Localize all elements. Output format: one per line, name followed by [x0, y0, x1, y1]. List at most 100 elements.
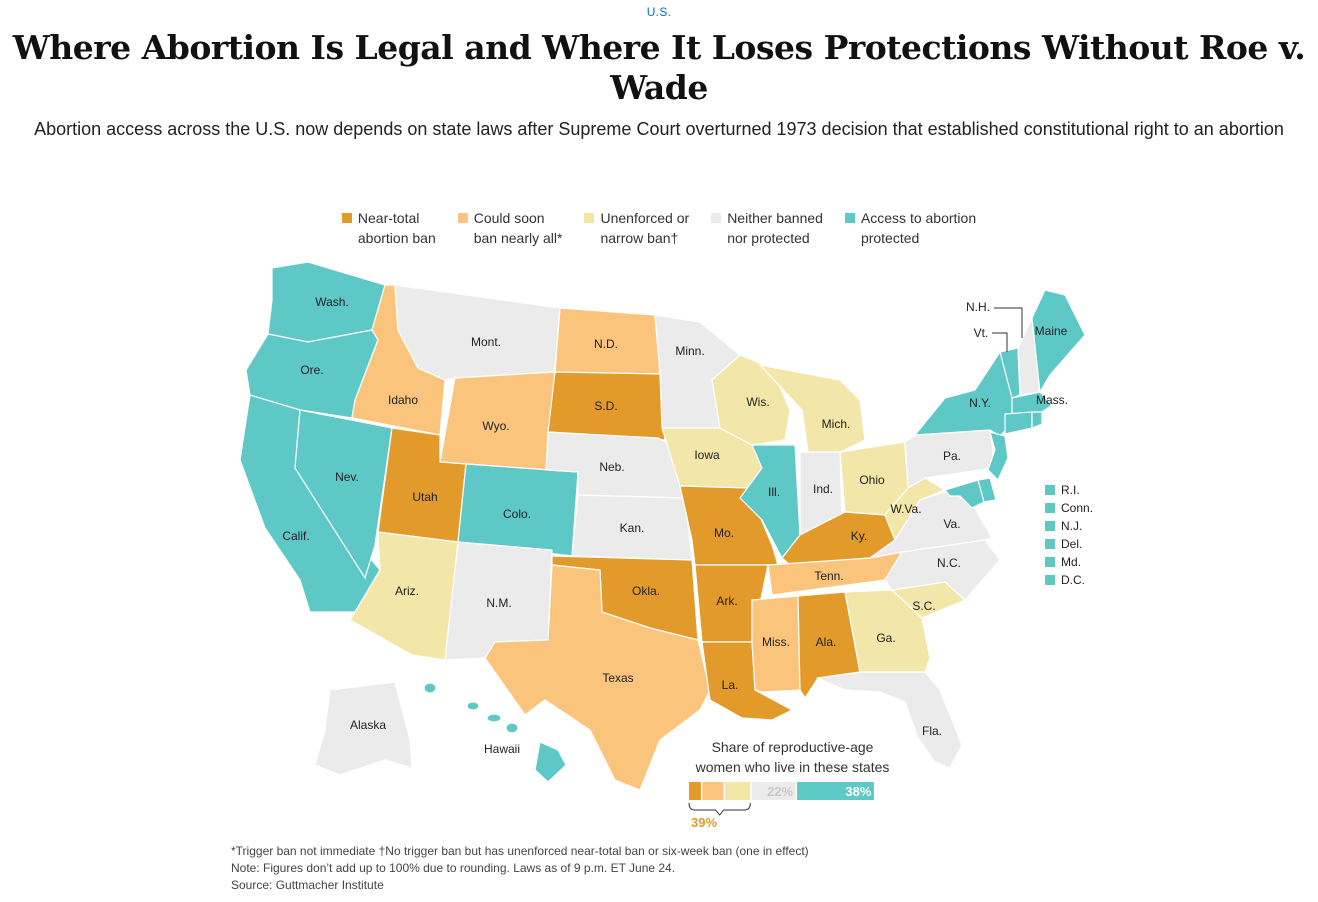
label-nh: N.H. [966, 300, 990, 314]
label-ore: Ore. [300, 363, 323, 377]
share-bracket [688, 802, 751, 816]
state-alaska[interactable] [314, 681, 413, 776]
small-key-label: Conn. [1061, 501, 1094, 515]
small-key-item: D.C. [1045, 571, 1093, 589]
state-texas[interactable] [484, 564, 711, 791]
legend-item-unenforced-narrow: Unenforced or narrow ban† [584, 208, 689, 248]
legend-swatch [584, 213, 595, 223]
share-group-label: 39% [691, 815, 717, 830]
label-wash: Wash. [315, 295, 349, 309]
legend-item-could-soon-ban: Could soon ban nearly all* [457, 208, 562, 248]
legend-swatch [844, 213, 855, 223]
label-ky: Ky. [851, 529, 867, 543]
share-segment-could-soon [702, 782, 724, 800]
label-tenn: Tenn. [814, 569, 843, 583]
label-nc: N.C. [937, 556, 961, 570]
state-sd[interactable] [547, 371, 666, 441]
label-hawaii: Hawaii [484, 742, 520, 756]
label-miss: Miss. [762, 635, 790, 649]
state-va[interactable] [869, 489, 993, 559]
label-calif: Calif. [282, 529, 309, 543]
share-segment-unenforced [725, 782, 751, 800]
label-ill: Ill. [768, 485, 780, 499]
label-sc: S.C. [912, 599, 935, 613]
small-key-label: Md. [1061, 555, 1082, 569]
leader-nh [994, 307, 1023, 338]
label-utah: Utah [412, 490, 437, 504]
share-title: Share of reproductive-age women who live… [695, 739, 890, 775]
state-mich[interactable] [758, 364, 866, 456]
label-colo: Colo. [503, 507, 531, 521]
label-kan: Kan. [620, 521, 645, 535]
share-segment-neither [751, 782, 796, 800]
label-mont: Mont. [471, 335, 501, 349]
headline: Where Abortion Is Legal and Where It Los… [12, 28, 1306, 107]
label-texas: Texas [602, 671, 633, 685]
state-conn[interactable] [1004, 411, 1033, 435]
label-la: La. [722, 678, 739, 692]
label-wva: W.Va. [890, 502, 921, 516]
label-ohio: Ohio [859, 473, 885, 487]
legend-swatch [711, 213, 722, 223]
share-segment-near-total [689, 782, 701, 800]
state-nev[interactable] [294, 409, 393, 580]
legend-label: Access to abortion protected [860, 210, 977, 246]
state-nj[interactable] [987, 431, 1009, 482]
legend-label: Neither banned nor protected [727, 210, 823, 246]
state-ri[interactable] [1031, 411, 1043, 429]
small-states-key: R.I. Conn. N.J. Del. Md. D.C. [1045, 481, 1093, 589]
small-key-swatch [1045, 503, 1055, 513]
small-key-label: N.J. [1061, 519, 1083, 533]
small-key-item: Md. [1045, 553, 1093, 571]
legend-label: Near-total abortion ban [357, 210, 436, 246]
leader-vt [992, 332, 1008, 352]
label-nm: N.M. [486, 596, 511, 610]
label-neb: Neb. [599, 460, 624, 474]
label-idaho: Idaho [388, 393, 418, 407]
section-link[interactable]: U.S. [646, 5, 672, 19]
state-ny[interactable] [913, 351, 1016, 437]
legend-item-protected: Access to abortion protected [844, 208, 977, 248]
small-key-item: N.J. [1045, 517, 1093, 535]
state-maine[interactable] [1031, 289, 1086, 394]
legend-item-near-total-ban: Near-total abortion ban [341, 208, 436, 248]
label-vt: Vt. [974, 326, 989, 340]
small-key-label: R.I. [1061, 483, 1080, 497]
label-ind: Ind. [813, 482, 833, 496]
share-label-protected: 38% [845, 784, 871, 799]
label-okla: Okla. [632, 584, 660, 598]
state-md[interactable] [943, 479, 985, 509]
label-ark: Ark. [716, 594, 737, 608]
legend-swatch [341, 213, 352, 223]
legend: Near-total abortion ban Could soon ban n… [0, 208, 1318, 248]
legend-label: Unenforced or narrow ban† [600, 210, 690, 246]
state-mont[interactable] [394, 284, 561, 381]
small-key-label: D.C. [1061, 573, 1085, 587]
footnote-note: Note: Figures don’t add up to 100% due t… [231, 861, 676, 875]
label-wyo: Wyo. [482, 419, 509, 433]
state-hawaii[interactable] [423, 682, 567, 783]
dek: Abortion access across the U.S. now depe… [34, 119, 1284, 139]
label-fla: Fla. [922, 724, 942, 738]
small-key-label: Del. [1061, 537, 1083, 551]
small-key-swatch [1045, 575, 1055, 585]
state-mass[interactable] [1011, 391, 1053, 415]
small-key-item: Conn. [1045, 499, 1093, 517]
label-maine: Maine [1035, 324, 1068, 338]
label-ny: N.Y. [969, 396, 991, 410]
label-alaska: Alaska [350, 718, 386, 732]
state-ill[interactable] [739, 444, 801, 560]
label-mich: Mich. [822, 417, 851, 431]
label-minn: Minn. [675, 344, 704, 358]
state-wis[interactable] [711, 354, 791, 446]
footnote-trigger: *Trigger ban not immediate †No trigger b… [231, 844, 809, 858]
state-fla[interactable] [815, 671, 963, 769]
small-key-item: R.I. [1045, 481, 1093, 499]
label-ala: Ala. [816, 635, 837, 649]
label-nd: N.D. [594, 337, 618, 351]
label-va: Va. [943, 517, 960, 531]
label-iowa: Iowa [694, 448, 720, 462]
small-key-swatch [1045, 521, 1055, 531]
share-label-neither: 22% [767, 784, 793, 799]
small-key-item: Del. [1045, 535, 1093, 553]
